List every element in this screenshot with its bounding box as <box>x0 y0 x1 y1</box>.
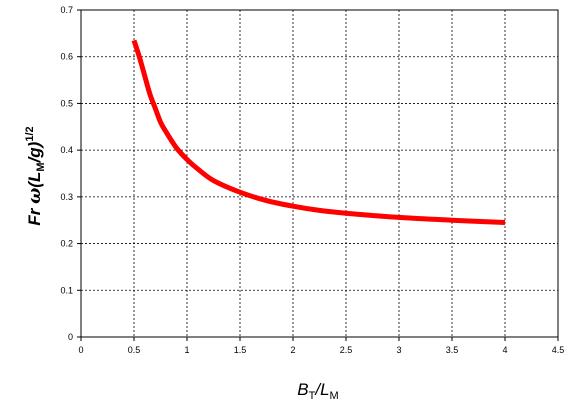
y-tick-label: 0.4 <box>60 145 73 155</box>
series-layer <box>131 39 506 226</box>
x-tick-label: 4.5 <box>552 345 565 355</box>
x-tick-label: 2 <box>290 345 295 355</box>
y-tick-label: 0 <box>68 332 73 342</box>
x-tick-label: 3.5 <box>446 345 459 355</box>
y-tick-label: 0.6 <box>60 52 73 62</box>
x-tick-label: 1 <box>184 345 189 355</box>
x-axis-label: BT/LM <box>297 380 338 402</box>
y-tick-label: 0.3 <box>60 192 73 202</box>
x-tick-label: 2.5 <box>340 345 353 355</box>
grid-lines <box>81 10 558 337</box>
x-tick-label: 0.5 <box>128 345 141 355</box>
x-tick-label: 4 <box>502 345 507 355</box>
x-tick-label: 0 <box>78 345 83 355</box>
x-tick-label: 1.5 <box>234 345 247 355</box>
x-tick-label: 3 <box>396 345 401 355</box>
y-tick-label: 0.5 <box>60 98 73 108</box>
y-tick-label: 0.2 <box>60 239 73 249</box>
series-line-0 <box>131 39 506 226</box>
plot-area <box>80 9 559 338</box>
axis-ticks: 0 0.5 1 1.5 2 2.5 3 3.5 4 4.5 0 0.1 0.2 0.3 0.4 0.5 0.6 0… <box>60 5 564 355</box>
y-axis-label: Fr ω(LM/g)1/2 <box>24 126 47 225</box>
y-tick-label: 0.7 <box>60 5 73 15</box>
y-tick-label: 0.1 <box>60 285 73 295</box>
